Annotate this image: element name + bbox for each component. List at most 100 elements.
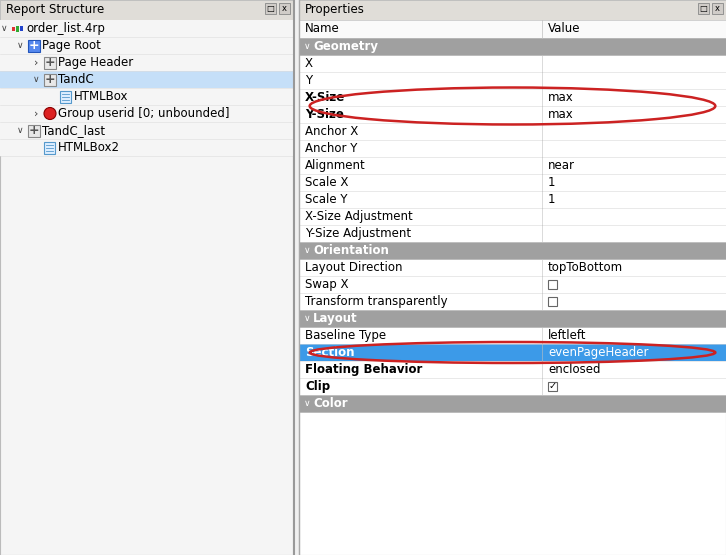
Text: □: □ [266,4,274,13]
Bar [299,191,726,208]
Bar [0,0,293,555]
Text: ∨: ∨ [304,42,311,51]
Bar [299,174,726,191]
Bar [299,276,726,293]
Bar [299,259,726,276]
Bar [299,293,726,310]
Text: Name: Name [305,23,340,36]
Bar [548,382,557,391]
Text: Section: Section [305,346,354,359]
Circle shape [44,108,56,119]
Text: ∨: ∨ [1,24,7,33]
Text: +: + [29,39,39,52]
Text: X-Size: X-Size [305,91,346,104]
Bar [265,3,276,14]
Bar [0,122,293,139]
Bar [299,72,726,89]
Text: Alignment: Alignment [305,159,366,172]
Text: ∨: ∨ [17,126,23,135]
Bar [299,38,726,55]
Text: Anchor X: Anchor X [305,125,358,138]
Text: TandC: TandC [58,73,94,86]
Text: Report Structure: Report Structure [6,3,105,17]
Bar [299,225,726,242]
Text: Value: Value [548,23,581,36]
Text: Scale Y: Scale Y [305,193,348,206]
Bar [0,88,293,105]
Text: Color: Color [313,397,348,410]
Text: Group userid [0; unbounded]: Group userid [0; unbounded] [58,107,229,120]
Text: □: □ [700,4,707,13]
Bar [299,208,726,225]
Text: Y: Y [305,74,312,87]
Text: topToBottom: topToBottom [548,261,623,274]
Text: Geometry: Geometry [313,40,378,53]
Bar [299,140,726,157]
Bar [299,327,726,344]
Text: near: near [548,159,575,172]
Bar [0,0,293,20]
Bar [299,310,726,327]
Text: Properties: Properties [305,3,365,17]
Bar [548,297,557,306]
Bar [0,71,293,88]
Text: ∨: ∨ [304,314,311,323]
Bar [548,280,557,289]
Bar [28,40,40,52]
Bar [12,27,15,31]
Text: Y-Size Adjustment: Y-Size Adjustment [305,227,411,240]
Text: Y-Size: Y-Size [305,108,344,121]
Bar [299,395,726,412]
Bar [299,344,726,361]
Text: Page Root: Page Root [42,39,101,52]
Text: max: max [548,108,574,121]
Text: +: + [45,56,55,69]
Text: ∨: ∨ [17,41,23,50]
Text: Anchor Y: Anchor Y [305,142,357,155]
Bar [299,0,726,555]
Bar [299,242,726,259]
Text: X-Size Adjustment: X-Size Adjustment [305,210,413,223]
Text: Transform transparently: Transform transparently [305,295,448,308]
Bar [28,125,40,137]
Text: TandC_last: TandC_last [42,124,105,137]
Text: 1: 1 [548,176,555,189]
Bar [279,3,290,14]
Text: max: max [548,91,574,104]
Bar [0,105,293,122]
Text: evenPageHeader: evenPageHeader [548,346,648,359]
Bar [60,91,71,103]
Bar [299,361,726,378]
Text: ∨: ∨ [33,75,39,84]
Text: ∨: ∨ [304,399,311,408]
Bar [44,142,55,154]
Bar [0,37,293,54]
Text: Layout Direction: Layout Direction [305,261,402,274]
Text: X: X [305,57,313,70]
Bar [16,26,19,32]
Bar [0,139,293,156]
Bar [0,54,293,71]
Text: Scale X: Scale X [305,176,348,189]
Bar [20,26,23,31]
Text: Layout: Layout [313,312,358,325]
Text: Clip: Clip [305,380,330,393]
Text: Page Header: Page Header [58,56,134,69]
Text: Floating Behavior: Floating Behavior [305,363,423,376]
Bar [299,378,726,395]
Text: HTMLBox: HTMLBox [74,90,129,103]
Bar [698,3,709,14]
Text: Orientation: Orientation [313,244,389,257]
Text: leftleft: leftleft [548,329,587,342]
Bar [299,89,726,106]
Text: 1: 1 [548,193,555,206]
Bar [0,20,293,37]
Text: order_list.4rp: order_list.4rp [26,22,105,35]
Bar [299,0,726,20]
Text: ∨: ∨ [304,246,311,255]
Text: enclosed: enclosed [548,363,600,376]
Text: x: x [715,4,720,13]
Bar [299,123,726,140]
Text: x: x [282,4,287,13]
Text: ›: › [34,58,38,68]
